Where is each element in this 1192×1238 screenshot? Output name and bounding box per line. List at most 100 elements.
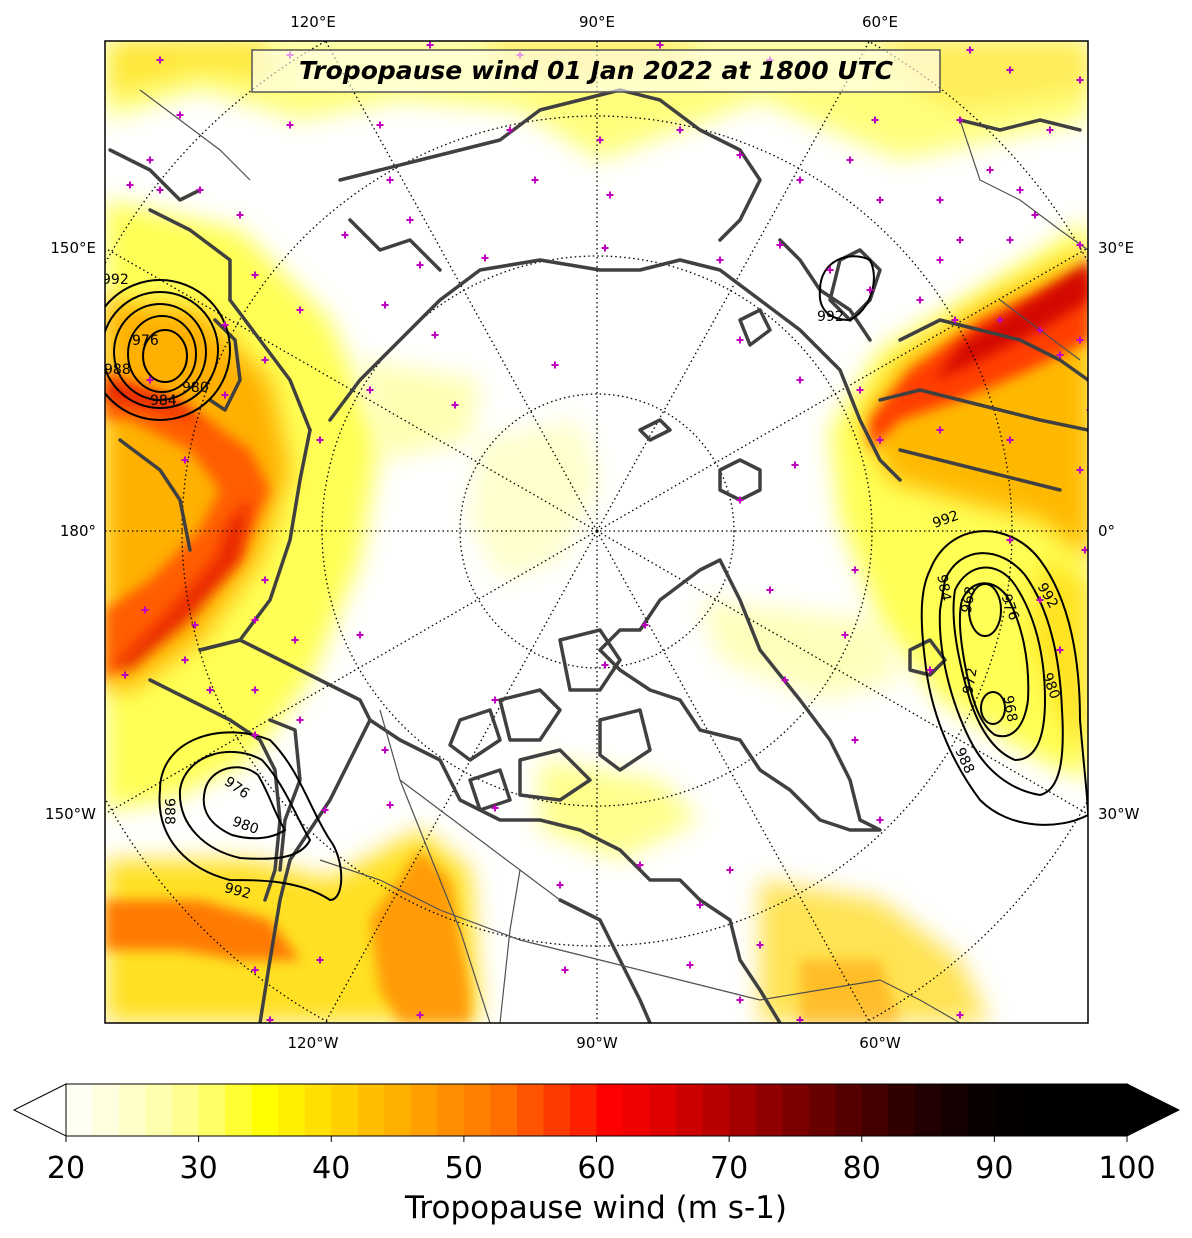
colorbar-cells [66,1084,1128,1136]
station-marker [176,111,184,119]
station-marker [736,151,744,159]
station-marker [1076,241,1084,249]
colorbar-tick-label: 90 [975,1151,1013,1186]
station-marker [406,216,414,224]
station-marker [766,586,774,594]
colorbar-tick-label: 80 [843,1151,881,1186]
station-marker [481,254,489,262]
lon-label-top: 90°E [579,13,615,31]
colorbar-tick-label: 60 [577,1151,615,1186]
colorbar-cell [251,1084,279,1136]
station-marker [1076,76,1084,84]
station-marker [601,244,609,252]
station-marker [1046,126,1054,134]
colorbar-cell [145,1084,173,1136]
station-marker [936,256,944,264]
station-marker [936,196,944,204]
station-marker [126,181,134,189]
station-marker [206,686,214,694]
colorbar-cell [994,1084,1022,1136]
station-marker [1006,66,1014,74]
longitude-labels: 120°E 90°E 60°E 120°W 90°W 60°W 150°E 18… [45,13,1140,1052]
station-marker [916,296,924,304]
station-marker [251,271,259,279]
station-marker [696,901,704,909]
station-marker [926,666,934,674]
contour-label: 992 [102,272,129,288]
station-marker [796,176,804,184]
map-title: Tropopause wind 01 Jan 2022 at 1800 UTC [251,49,941,93]
station-marker [551,361,559,369]
colorbar-cell [702,1084,730,1136]
colorbar-cell [331,1084,359,1136]
colorbar-cell [914,1084,942,1136]
colorbar-cell [1073,1084,1102,1136]
station-marker [1031,211,1039,219]
station-marker [1036,326,1044,334]
colorbar-cell [384,1084,412,1136]
station-marker [846,156,854,164]
station-marker [506,126,514,134]
colorbar-cell [676,1084,704,1136]
station-marker [736,336,744,344]
station-marker [736,496,744,504]
station-marker [1056,351,1064,359]
colorbar-cell [1047,1084,1075,1136]
station-marker [156,186,164,194]
station-marker [641,621,649,629]
colorbar-ticks: 20 30 40 50 60 70 80 90 100 [47,1136,1156,1186]
lon-label-right: 30°W [1098,805,1140,823]
station-marker [221,321,229,329]
colorbar-cell [649,1084,677,1136]
colorbar-cell [225,1084,253,1136]
station-marker [986,166,994,174]
colorbar-tick-label: 40 [312,1151,350,1186]
colorbar-tick-label: 50 [445,1151,483,1186]
station-marker [321,806,329,814]
station-marker [291,636,299,644]
station-marker [876,196,884,204]
station-marker [251,686,259,694]
station-marker [316,436,324,444]
station-marker [851,566,859,574]
station-marker [531,176,539,184]
station-marker [1006,536,1014,544]
station-marker [556,881,564,889]
lon-label-bottom: 60°W [859,1034,901,1052]
lon-label-top: 120°E [290,13,336,31]
colorbar-cell [596,1084,624,1136]
station-marker [196,186,204,194]
colorbar-tick-label: 30 [180,1151,218,1186]
colorbar-cell [92,1084,120,1136]
colorbar-cell [357,1084,385,1136]
station-marker [736,996,744,1004]
colorbar-cell [463,1084,492,1136]
contour-label: 992 [817,309,844,325]
colorbar-cell [967,1084,995,1136]
colorbar-cell [729,1084,757,1136]
colorbar-cell [516,1084,545,1136]
colorbar-cell [119,1084,147,1136]
station-marker [996,316,1004,324]
station-marker [1076,466,1084,474]
station-marker [676,126,684,134]
lon-label-left: 150°W [45,805,96,823]
station-marker [296,716,304,724]
station-marker [781,676,789,684]
station-marker [251,731,259,739]
station-marker [426,41,434,49]
station-marker [656,41,664,49]
station-marker [1036,596,1044,604]
borders [139,89,1088,1023]
colorbar-cell [66,1084,94,1136]
colorbar-cell [1020,1084,1049,1136]
station-marker [636,861,644,869]
colorbar-cell [490,1084,518,1136]
station-marker [141,606,149,614]
station-marker [686,961,694,969]
station-marker [606,191,614,199]
station-marker [1006,436,1014,444]
